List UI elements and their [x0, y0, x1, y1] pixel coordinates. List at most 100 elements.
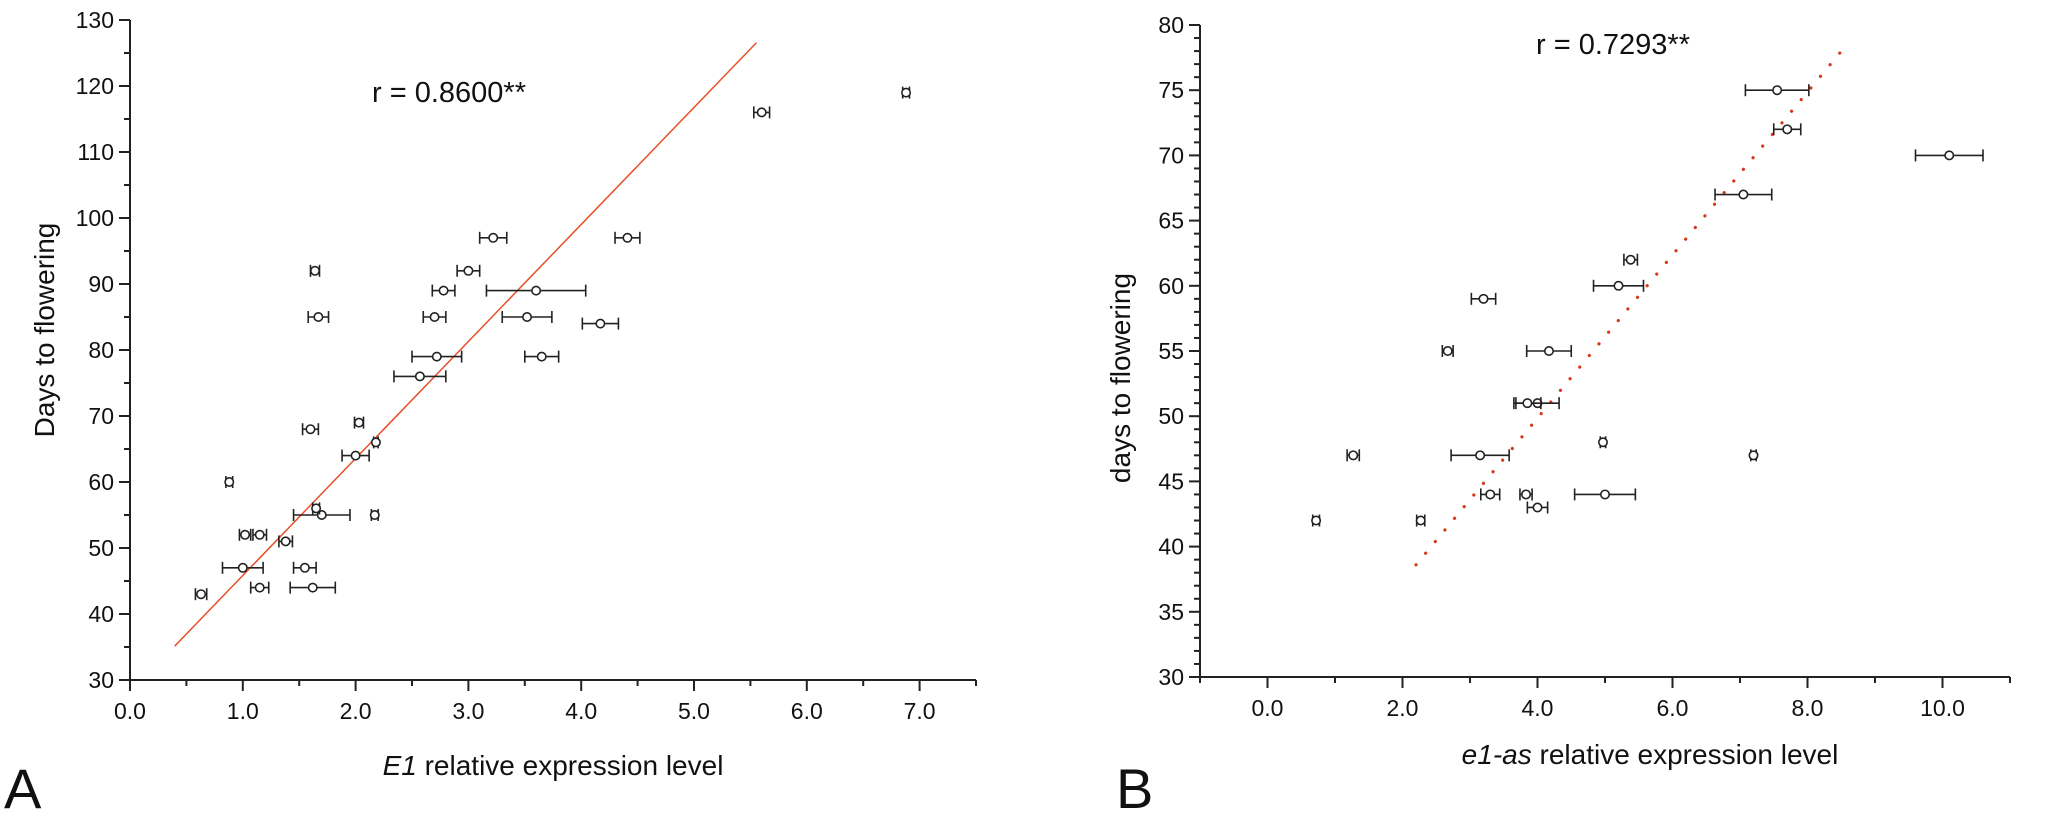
- panel-a-x-axis-label: E1 relative expression level: [383, 750, 724, 781]
- panel-b-y-tick-label: 30: [1158, 664, 1184, 690]
- panel-b-x-axis-label-rest: relative expression level: [1532, 739, 1839, 770]
- panel-a-x-tick-label: 2.0: [340, 698, 372, 724]
- panel-b-data-point: [1714, 188, 1773, 201]
- panel-b-y-tick-label: 70: [1158, 142, 1184, 168]
- panel-b-x-axis-label-gene: e1-as: [1462, 739, 1532, 770]
- panel-a-correlation-label: r = 0.8600**: [372, 77, 526, 109]
- point-marker: [463, 265, 474, 276]
- panel-a-data-point: [411, 350, 463, 363]
- point-marker: [1475, 450, 1486, 461]
- panel-a-data-point: [422, 311, 447, 323]
- panel-b-points: [1311, 84, 1984, 527]
- panel-a-y-tick-label: 120: [76, 73, 114, 99]
- panel-a-data-point: [369, 509, 380, 521]
- panel-b-y-tick-label: 60: [1158, 273, 1184, 299]
- panel-a-data-point: [581, 317, 620, 330]
- panel-b-data-point: [1623, 253, 1639, 266]
- panel-b-y-tick-label: 50: [1158, 403, 1184, 429]
- panel-b-x-tick-label: 10.0: [1920, 695, 1965, 721]
- point-marker: [369, 509, 380, 520]
- panel-b-data-point: [1592, 279, 1645, 292]
- panel-a-trendline: [174, 42, 757, 647]
- point-marker: [280, 536, 291, 547]
- panel-a-trendline-group: [174, 42, 757, 647]
- point-marker: [901, 87, 912, 98]
- panel-a-x-tick-label: 3.0: [452, 698, 484, 724]
- panel-a-data-point: [353, 416, 365, 429]
- panel-b-y-tick-label: 80: [1158, 12, 1184, 38]
- point-marker: [196, 589, 207, 600]
- point-marker: [1442, 345, 1453, 356]
- panel-b-letter: B: [1116, 757, 1153, 818]
- panel-b-data-point: [1772, 123, 1802, 136]
- point-marker: [313, 311, 324, 322]
- panel-a-data-point: [309, 264, 321, 277]
- panel-b-trendline-group: [1414, 45, 1847, 567]
- point-marker: [438, 285, 449, 296]
- point-marker: [1782, 124, 1793, 135]
- panel-a-x-tick-label: 5.0: [678, 698, 710, 724]
- panel-b-x-tick-label: 4.0: [1522, 695, 1554, 721]
- point-marker: [1944, 150, 1955, 161]
- panel-b-data-point: [1748, 449, 1759, 462]
- panel-b-ticks: 30 35 40 45 50 55 60 65 70 75 80 0.0 2.0 4.0 6.0 8.0 10.…: [1158, 12, 2011, 721]
- panel-b-data-point: [1914, 149, 1984, 162]
- panel-b-data-point: [1519, 488, 1533, 501]
- panel-b-y-tick-label: 45: [1158, 468, 1184, 494]
- panel-a-data-point: [307, 311, 330, 323]
- panel-a-x-tick-label: 7.0: [904, 698, 936, 724]
- panel-a-data-point: [523, 350, 560, 363]
- panel-a-data-point: [431, 284, 456, 297]
- point-marker: [309, 265, 320, 276]
- panel-a-letter: A: [4, 757, 42, 818]
- panel-a-data-point: [238, 528, 252, 541]
- panel-a-y-tick-label: 50: [88, 535, 114, 561]
- panel-a-y-tick-label: 40: [88, 601, 114, 627]
- panel-a-data-point: [292, 509, 351, 521]
- point-marker: [1543, 345, 1554, 356]
- point-marker: [370, 437, 381, 448]
- point-marker: [1485, 489, 1496, 500]
- panel-b-data-point: [1744, 84, 1810, 97]
- point-marker: [431, 351, 442, 362]
- panel-b-x-tick-label: 2.0: [1387, 695, 1419, 721]
- panel-b-data-point: [1415, 514, 1426, 527]
- panel-a-y-tick-label: 60: [88, 469, 114, 495]
- panel-b-y-tick-label: 55: [1158, 338, 1184, 364]
- point-marker: [305, 424, 316, 435]
- point-marker: [254, 529, 265, 540]
- point-marker: [536, 351, 547, 362]
- point-marker: [1348, 450, 1359, 461]
- panel-b-data-point: [1311, 514, 1322, 527]
- point-marker: [622, 232, 633, 243]
- panel-a-data-point: [341, 449, 370, 462]
- panel-b-y-tick-label: 35: [1158, 599, 1184, 625]
- point-marker: [353, 417, 364, 428]
- point-marker: [1613, 280, 1624, 291]
- panel-b-data-point: [1450, 449, 1510, 462]
- point-marker: [350, 450, 361, 461]
- panel-a-data-point: [456, 264, 481, 277]
- panel-a-x-tick-label: 1.0: [227, 698, 259, 724]
- panel-a-points: [194, 86, 912, 601]
- panel-a-data-point: [252, 528, 268, 541]
- panel-a-x-axis-label-rest: relative expression level: [417, 750, 724, 781]
- panel-a-ticks: 30 40 50 60 70 80 90 100 110 120 130 0.0 1.0 2.0 3.0 4.…: [76, 7, 977, 724]
- panel-a-y-tick-label: 30: [88, 667, 114, 693]
- point-marker: [299, 562, 310, 573]
- panel-b-y-tick-label: 75: [1158, 77, 1184, 103]
- panel-b-y-tick-label: 65: [1158, 208, 1184, 234]
- point-marker: [1478, 293, 1489, 304]
- point-marker: [756, 107, 767, 118]
- panel-a-data-point: [221, 561, 264, 574]
- point-marker: [224, 476, 235, 487]
- panel-a-data-point: [393, 370, 447, 383]
- panel-b: 30 35 40 45 50 55 60 65 70 75 80 0.0 2.0 4.0 6.0 8.0 10.…: [1105, 12, 2011, 818]
- panel-a-data-point: [752, 106, 771, 119]
- panel-a-data-point: [901, 86, 912, 99]
- point-marker: [1521, 489, 1532, 500]
- panel-a-x-tick-label: 4.0: [565, 698, 597, 724]
- panel-a-data-point: [478, 231, 508, 244]
- panel-b-x-axis-label: e1-as relative expression level: [1462, 739, 1839, 770]
- panel-a-x-tick-label: 0.0: [114, 698, 146, 724]
